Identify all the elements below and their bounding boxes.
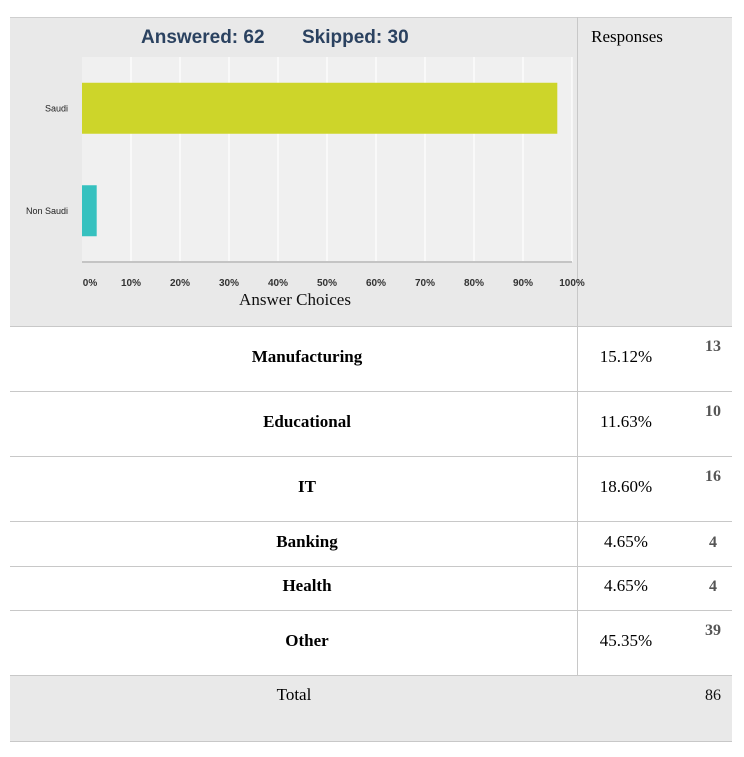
row-label: Banking [276, 532, 338, 551]
responses-column-header: Responses [591, 27, 663, 46]
column-divider [577, 17, 578, 740]
skipped-count: Skipped: 30 [302, 27, 409, 48]
x-tick-label: 100% [559, 278, 585, 289]
table-row: IT 18.60% 16 [10, 456, 732, 522]
row-percentage: 11.63% [600, 412, 652, 431]
x-tick-label: 50% [317, 278, 337, 289]
row-percentage: 18.60% [599, 477, 653, 496]
category-label: Non Saudi [26, 206, 68, 216]
x-tick-label: 90% [513, 278, 533, 289]
row-count: 4 [709, 578, 717, 595]
row-label: IT [298, 477, 316, 496]
row-label: Other [285, 631, 329, 650]
bar-non-saudi [82, 185, 97, 237]
row-percentage: 4.65% [604, 532, 648, 551]
x-axis-title: Answer Choices [239, 290, 351, 309]
table-row: Other 45.35% 39 [10, 610, 732, 676]
x-tick-label: 10% [121, 278, 141, 289]
table-row: Educational 11.63% 10 [10, 391, 732, 457]
table-row: Health 4.65% 4 [10, 566, 732, 611]
x-tick-label: 20% [170, 278, 190, 289]
x-tick-label: 80% [464, 278, 484, 289]
row-count: 13 [705, 338, 721, 355]
category-labels: Saudi Non Saudi [26, 103, 68, 216]
row-count: 16 [705, 468, 721, 485]
table-row: Banking 4.65% 4 [10, 521, 732, 567]
total-count: 86 [705, 687, 721, 704]
bar-saudi [82, 82, 558, 134]
x-tick-label: 40% [268, 278, 288, 289]
chart-bars [82, 82, 558, 237]
total-label: Total [276, 685, 312, 704]
row-label: Educational [263, 412, 351, 431]
row-count: 10 [705, 403, 721, 420]
x-tick-labels: 0% 10% 20% 30% 40% 50% 60% 70% 80% 90% 100% [83, 278, 585, 289]
row-percentage: 45.35% [599, 631, 653, 650]
row-label: Health [282, 576, 332, 595]
row-percentage: 4.65% [604, 576, 648, 595]
x-tick-label: 0% [83, 278, 98, 289]
table-row: Manufacturing 15.12% 13 [10, 326, 732, 392]
answered-count: Answered: 62 [141, 27, 265, 48]
bar-chart: Saudi Non Saudi 0% 10% 20% 30% 40% 50% 60% 70% 80… [26, 57, 585, 289]
row-label: Manufacturing [251, 347, 363, 366]
category-label: Saudi [45, 103, 68, 113]
x-tick-label: 30% [219, 278, 239, 289]
total-row: Total 86 [10, 675, 732, 742]
row-count: 4 [709, 534, 717, 551]
row-count: 39 [705, 622, 721, 639]
x-tick-label: 70% [415, 278, 435, 289]
row-percentage: 15.12% [599, 347, 653, 366]
x-tick-label: 60% [366, 278, 386, 289]
